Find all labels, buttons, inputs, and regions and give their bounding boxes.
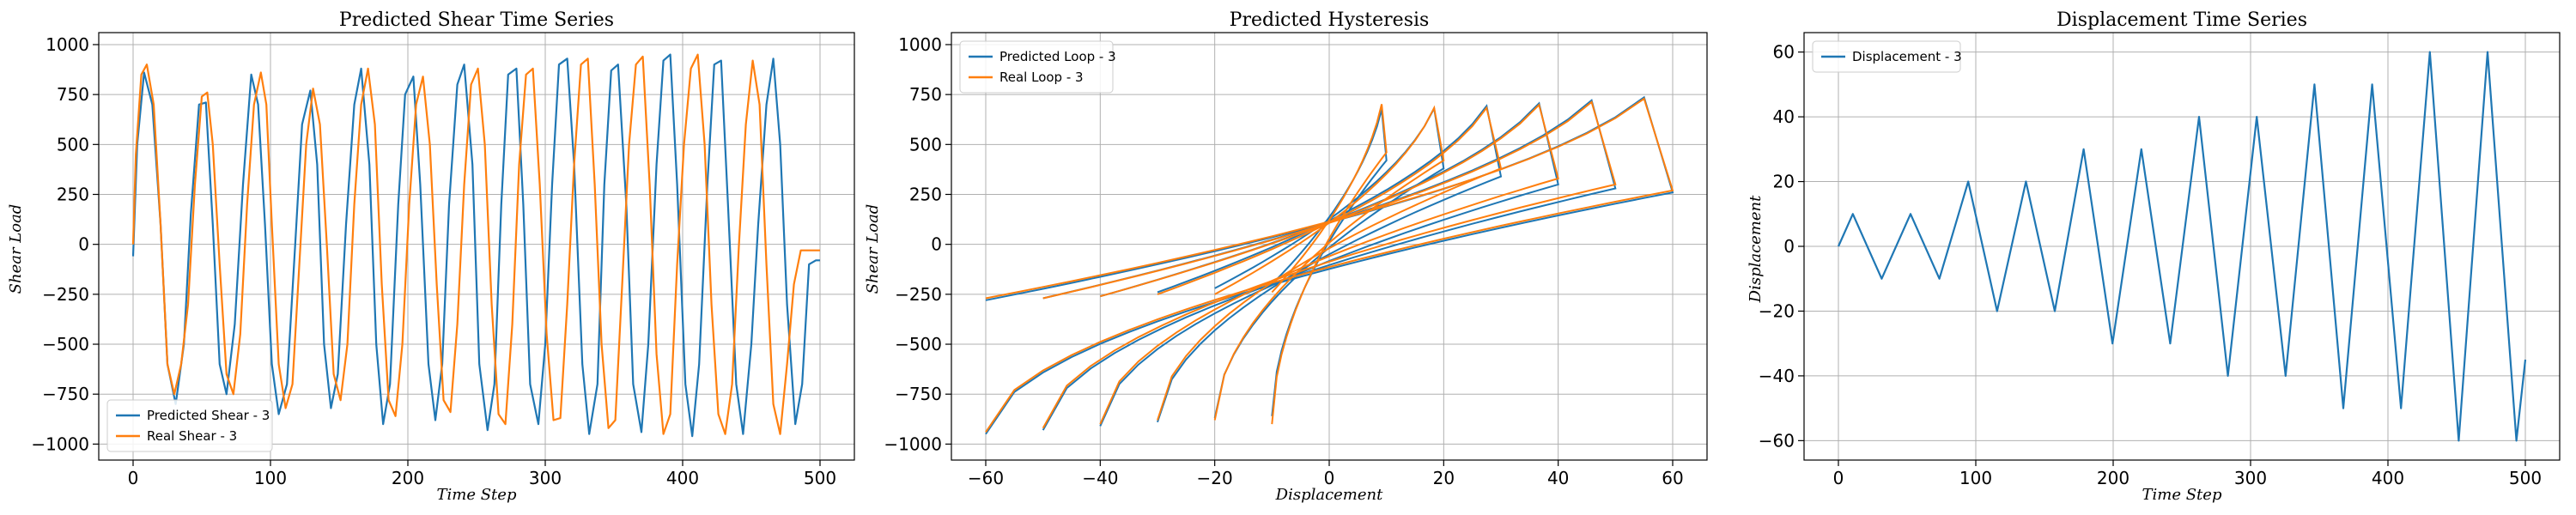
- series-line-real-loop-0: [1271, 104, 1388, 425]
- y-tick-label: 1000: [898, 34, 942, 55]
- x-tick-label: 0: [1324, 468, 1335, 488]
- y-tick-label: 500: [57, 134, 89, 154]
- series-line-predicted-loop-2: [1157, 104, 1503, 423]
- legend-label: Predicted Shear - 3: [147, 408, 270, 423]
- y-axis-label: Shear Load: [864, 204, 882, 294]
- x-tick-label: 0: [1833, 468, 1844, 488]
- legend-label: Displacement - 3: [1852, 49, 1962, 64]
- y-tick-label: 250: [57, 184, 89, 204]
- y-tick-label: 0: [931, 234, 942, 255]
- legend-label: Predicted Loop - 3: [999, 49, 1116, 64]
- y-tick-label: 250: [909, 184, 942, 204]
- x-tick-label: 200: [2097, 468, 2129, 488]
- x-tick-label: 0: [128, 468, 139, 488]
- chart-title: Predicted Shear Time Series: [339, 9, 614, 31]
- shear-time-series-panel: Predicted Shear Time Series Time Step Sh…: [7, 9, 855, 504]
- grid: [951, 33, 1707, 460]
- x-tick-label: 100: [254, 468, 287, 488]
- y-tick-label: −1000: [884, 433, 942, 454]
- axes-frame: [98, 32, 855, 461]
- legend-box: [1812, 40, 1961, 73]
- y-tick-label: 0: [1783, 236, 1795, 257]
- legend-label: Real Loop - 3: [999, 70, 1084, 85]
- x-tick-label: 300: [2234, 468, 2267, 488]
- y-tick-label: −40: [1759, 366, 1795, 386]
- x-tick-label: −60: [968, 468, 1004, 488]
- x-tick-label: 500: [804, 468, 836, 488]
- legend-box: [959, 40, 1114, 94]
- legend-box: [106, 399, 273, 452]
- x-tick-label: 60: [1662, 468, 1683, 488]
- series-group: [131, 53, 820, 438]
- x-tick-label: 40: [1547, 468, 1569, 488]
- series-group: [985, 95, 1674, 435]
- y-axis-label: Displacement: [1747, 195, 1765, 303]
- series-line-0: [131, 53, 820, 438]
- y-tick-label: 60: [1773, 42, 1795, 63]
- hysteresis-panel: Predicted Hysteresis Displacement Shear …: [864, 9, 1708, 504]
- y-tick-label: 40: [1773, 106, 1795, 127]
- y-tick-label: −1000: [31, 433, 89, 454]
- chart-title: Predicted Hysteresis: [1230, 9, 1430, 31]
- y-tick-label: 20: [1773, 172, 1795, 192]
- series-line-predicted-loop-1: [1213, 106, 1445, 419]
- x-tick-label: 500: [2509, 468, 2542, 488]
- x-axis-label: Time Step: [437, 486, 517, 504]
- y-tick-label: −20: [1759, 300, 1795, 321]
- legend: Predicted Loop - 3 Real Loop - 3: [959, 40, 1116, 94]
- legend: Displacement - 3: [1812, 40, 1962, 73]
- y-tick-label: −500: [895, 334, 942, 354]
- series-line-0: [1837, 51, 2527, 442]
- y-axis-label: Shear Load: [7, 204, 25, 294]
- y-tick-label: −250: [895, 284, 942, 305]
- x-tick-label: 300: [529, 468, 562, 488]
- grid: [99, 33, 854, 460]
- series-line-1: [131, 53, 820, 435]
- legend-label: Real Shear - 3: [147, 428, 237, 444]
- series-line-real-loop-3: [1099, 103, 1559, 425]
- y-tick-label: 1000: [46, 34, 89, 55]
- x-tick-label: −20: [1197, 468, 1233, 488]
- x-tick-label: −40: [1082, 468, 1118, 488]
- y-tick-label: 750: [57, 84, 89, 105]
- x-axis-label: Displacement: [1275, 486, 1383, 504]
- y-tick-label: −500: [42, 334, 89, 354]
- x-tick-label: 400: [2372, 468, 2404, 488]
- series-group: [1837, 51, 2527, 442]
- y-tick-label: 0: [78, 234, 89, 255]
- y-tick-label: −750: [42, 384, 89, 404]
- displacement-time-series-panel: Displacement Time Series Time Step Displ…: [1747, 9, 2561, 504]
- x-tick-label: 400: [666, 468, 699, 488]
- chart-title: Displacement Time Series: [2057, 9, 2307, 31]
- x-axis-label: Time Step: [2142, 486, 2222, 504]
- x-tick-label: 200: [392, 468, 424, 488]
- x-tick-label: 20: [1433, 468, 1455, 488]
- y-tick-label: −750: [895, 384, 942, 404]
- x-tick-label: 100: [1959, 468, 1992, 488]
- y-tick-label: 500: [909, 134, 942, 154]
- y-tick-label: −250: [42, 284, 89, 305]
- series-line-real-loop-5: [985, 97, 1674, 433]
- legend: Predicted Shear - 3 Real Shear - 3: [106, 399, 273, 452]
- y-tick-label: −60: [1759, 430, 1795, 451]
- grid: [1804, 33, 2560, 460]
- y-tick-label: 750: [909, 84, 942, 105]
